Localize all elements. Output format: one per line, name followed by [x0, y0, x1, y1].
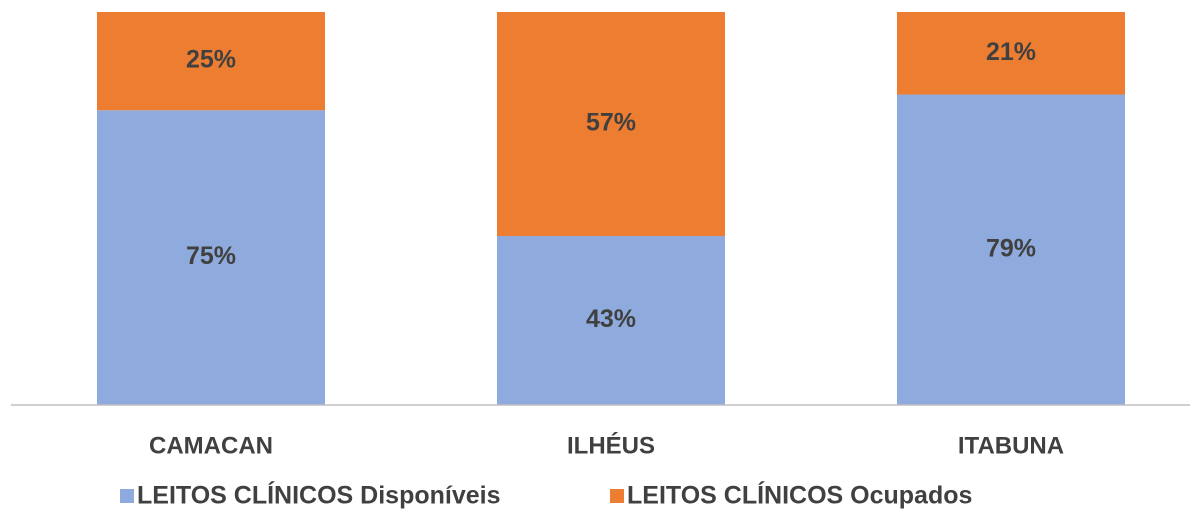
bar-segment	[97, 110, 325, 405]
value-label: 43%	[586, 305, 636, 333]
value-label: 21%	[986, 38, 1036, 66]
x-tick-label: ITABUNA	[958, 432, 1064, 459]
value-label: 25%	[186, 46, 236, 74]
bar-segment	[497, 236, 725, 405]
x-tick-label: ILHÉUS	[567, 431, 655, 459]
legend-label: LEITOS CLÍNICOS Ocupados	[627, 481, 972, 510]
value-label: 79%	[986, 234, 1036, 262]
x-tick-label: CAMACAN	[149, 432, 273, 459]
bar-segment	[897, 94, 1125, 405]
legend-swatch	[610, 489, 624, 503]
legend-swatch	[120, 489, 134, 503]
bar-segment	[897, 12, 1125, 95]
bar-segment	[497, 12, 725, 237]
value-label: 57%	[586, 109, 636, 137]
value-label: 75%	[186, 242, 236, 270]
bar-segment	[97, 12, 325, 111]
legend-label: LEITOS CLÍNICOS Disponíveis	[137, 481, 501, 510]
